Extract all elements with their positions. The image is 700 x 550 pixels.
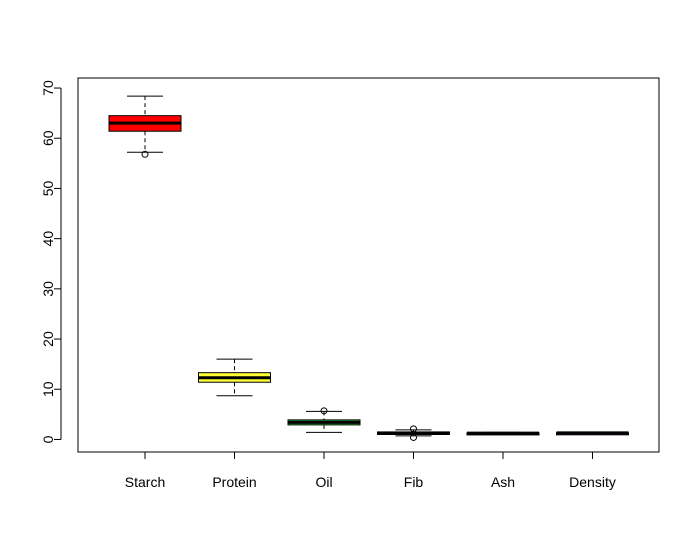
outlier-point — [410, 433, 417, 441]
y-tick-label: 0 — [40, 435, 56, 443]
x-tick-label: Protein — [212, 474, 256, 490]
y-tick-label: 30 — [40, 281, 56, 297]
y-tick-label: 40 — [40, 231, 56, 247]
y-axis: 0 10 20 30 40 50 60 70 — [40, 80, 62, 443]
y-tick-label: 10 — [40, 381, 56, 397]
y-tick-label: 60 — [40, 130, 56, 146]
x-tick-label: Oil — [315, 474, 332, 490]
box-protein — [198, 358, 271, 397]
x-tick-label: Ash — [491, 474, 515, 490]
x-tick-label: Starch — [125, 474, 165, 490]
box-density — [556, 431, 629, 436]
box-oil — [287, 407, 361, 433]
plot-frame — [77, 77, 660, 453]
box-starch — [108, 95, 182, 158]
x-tick-label: Fib — [404, 474, 424, 490]
box-fib — [377, 425, 450, 441]
y-tick-label: 70 — [40, 80, 56, 96]
x-tick-label: Density — [569, 474, 616, 490]
box-ash — [466, 431, 540, 436]
x-axis: Starch Protein Oil Fib Ash Density — [125, 452, 616, 490]
outlier-point — [320, 407, 328, 415]
y-tick-label: 20 — [40, 331, 56, 347]
y-tick-label: 50 — [40, 180, 56, 196]
outlier-point — [410, 425, 417, 433]
outlier-point — [141, 150, 149, 158]
